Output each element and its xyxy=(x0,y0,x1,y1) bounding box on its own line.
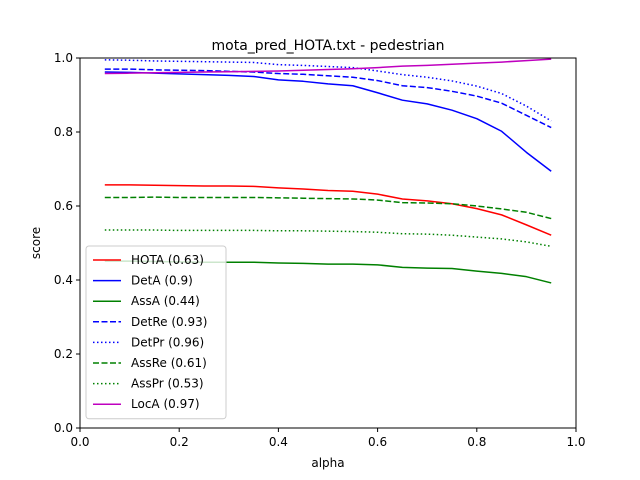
y-axis-label: score xyxy=(29,227,43,259)
legend-entry: AssPr (0.53) xyxy=(131,377,204,391)
x-tick-label: 0.4 xyxy=(269,435,288,449)
plot-frame xyxy=(79,57,577,429)
legend-entry: AssRe (0.61) xyxy=(131,356,207,370)
series-line-loca xyxy=(104,58,552,75)
series-line-asspr xyxy=(104,229,552,248)
x-tick-label: 0.0 xyxy=(70,435,89,449)
legend-entry: DetPr (0.96) xyxy=(131,335,204,349)
axes-layer: 0.0 0.2 0.4 0.6 0.8 1.0 0.0 0.2 0.4 0.6 0.8 1.0 xyxy=(54,51,586,449)
x-tick-label: 0.2 xyxy=(170,435,189,449)
legend-entry: HOTA (0.63) xyxy=(131,253,204,267)
x-tick-label: 0.6 xyxy=(368,435,387,449)
y-tick-label: 0.2 xyxy=(54,347,73,361)
series-line-assre xyxy=(104,196,552,220)
series-line-hota xyxy=(104,184,552,236)
series-line-deta xyxy=(104,71,552,172)
legend: HOTA (0.63) DetA (0.9) AssA (0.44) DetRe (0… xyxy=(85,245,227,420)
y-tick-label: 0.4 xyxy=(54,273,73,287)
series-line-detre xyxy=(104,68,552,129)
x-axis-label: alpha xyxy=(311,456,344,470)
y-tick-label: 0.8 xyxy=(54,125,73,139)
y-tick-label: 0.0 xyxy=(54,421,73,435)
x-tick-label: 1.0 xyxy=(566,435,585,449)
y-tick-label: 1.0 xyxy=(54,51,73,65)
legend-entry: LocA (0.97) xyxy=(131,397,200,411)
chart-title: mota_pred_HOTA.txt - pedestrian xyxy=(212,38,445,54)
x-tick-label: 0.8 xyxy=(467,435,486,449)
legend-box xyxy=(85,245,227,420)
y-tick-label: 0.6 xyxy=(54,199,73,213)
legend-entry: DetRe (0.93) xyxy=(131,315,207,329)
legend-entry: AssA (0.44) xyxy=(131,294,200,308)
legend-entry: DetA (0.9) xyxy=(131,274,193,288)
